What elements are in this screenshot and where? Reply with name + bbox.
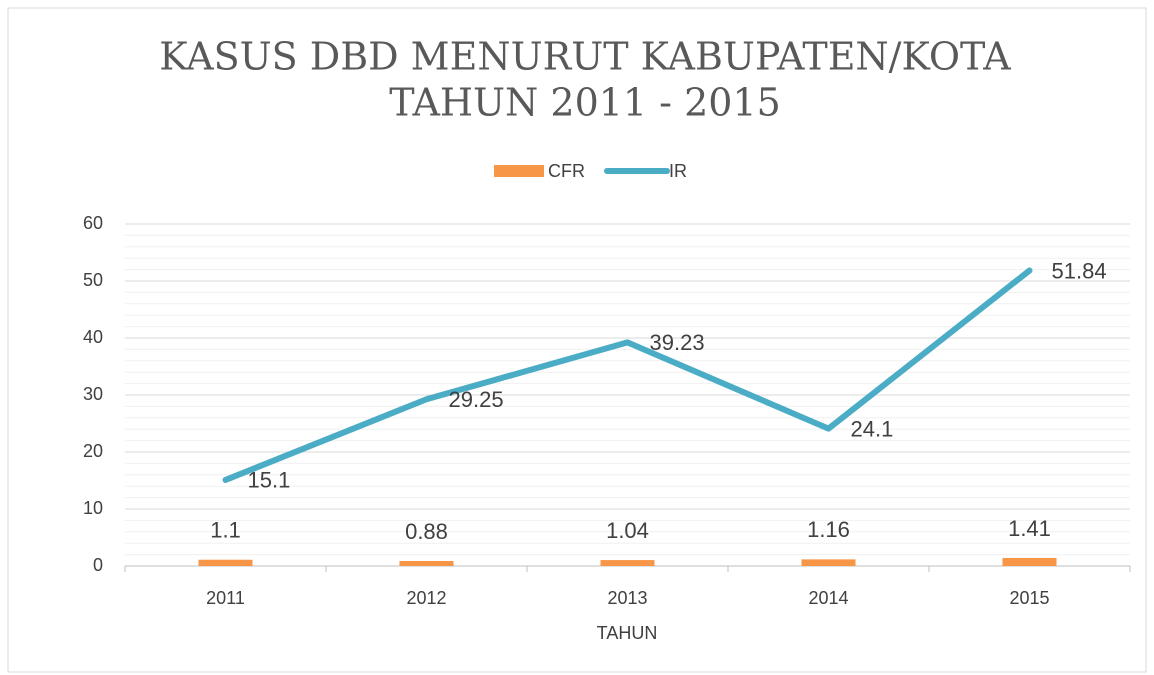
data-label: 1.04 <box>606 518 649 543</box>
y-tick-label: 50 <box>83 270 103 290</box>
bar <box>801 559 856 566</box>
y-tick-label: 0 <box>93 555 103 575</box>
data-label: 1.1 <box>210 518 241 543</box>
bar <box>198 559 253 566</box>
data-label: 1.16 <box>807 517 850 542</box>
x-tick-label: 2011 <box>206 588 245 608</box>
data-label: 39.23 <box>650 330 705 355</box>
x-axis-label: TAHUN <box>597 623 658 643</box>
bar <box>399 560 454 566</box>
x-tick-label: 2014 <box>808 588 848 608</box>
chart-title: TAHUN 2011 - 2015 <box>389 81 781 125</box>
y-tick-label: 30 <box>83 384 103 404</box>
y-tick-label: 10 <box>83 498 103 518</box>
legend-swatch <box>494 165 544 177</box>
data-label: 24.1 <box>851 416 894 441</box>
data-label: 0.88 <box>405 519 448 544</box>
x-tick-label: 2015 <box>1009 588 1049 608</box>
legend-label: IR <box>669 161 687 181</box>
y-tick-label: 20 <box>83 441 103 461</box>
bar <box>600 560 655 566</box>
data-label: 29.25 <box>449 387 504 412</box>
data-label: 15.1 <box>248 468 291 493</box>
x-tick-label: 2013 <box>607 588 647 608</box>
chart-title: KASUS DBD MENURUT KABUPATEN/KOTA <box>159 35 1011 79</box>
data-label: 1.41 <box>1008 516 1051 541</box>
chart-frame <box>7 7 1147 673</box>
bar <box>1002 557 1057 566</box>
y-tick-label: 40 <box>83 327 103 347</box>
legend-label: CFR <box>548 161 585 181</box>
data-label: 51.84 <box>1052 258 1107 283</box>
y-tick-label: 60 <box>83 213 103 233</box>
x-tick-label: 2012 <box>406 588 446 608</box>
line <box>222 267 1033 483</box>
